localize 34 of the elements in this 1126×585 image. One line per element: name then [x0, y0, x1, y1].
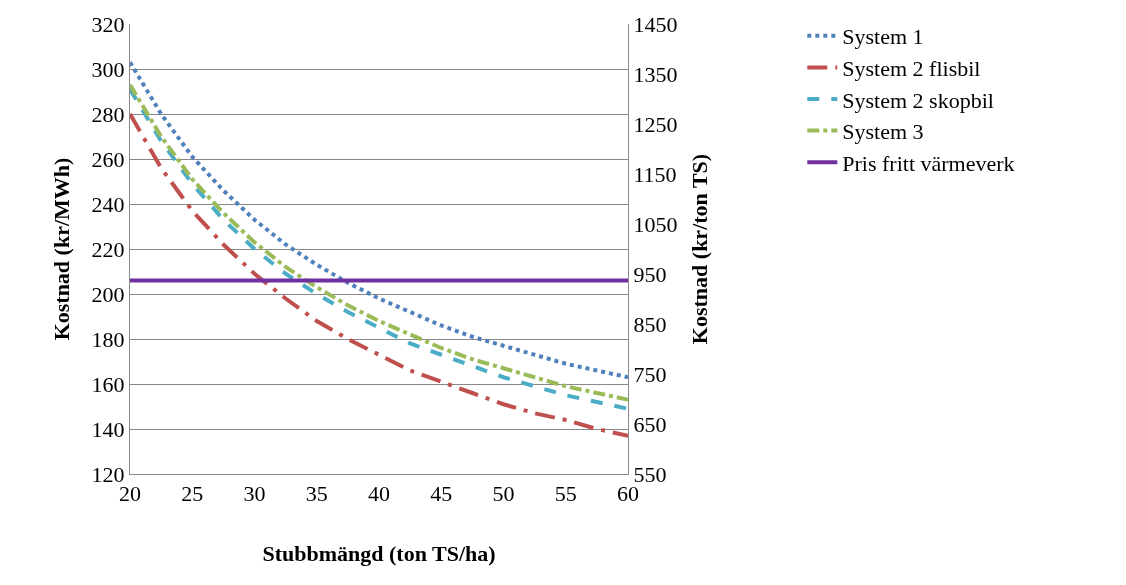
y-tick-label: 300 [91, 56, 125, 82]
legend-label: System 2 flisbil [842, 55, 981, 81]
y-tick-label: 220 [91, 236, 125, 262]
legend-label: System 2 skopbil [842, 87, 994, 113]
x-tick-label: 45 [430, 481, 453, 507]
y2-tick-label: 1150 [633, 161, 677, 187]
y-tick-label: 320 [91, 11, 125, 37]
y-tick-label: 160 [91, 371, 125, 397]
y-tick-label: 240 [91, 191, 125, 217]
x-axis-title: Stubbmängd (ton TS/ha) [262, 541, 496, 567]
legend-label: System 1 [842, 24, 924, 50]
y-tick-label: 280 [91, 101, 125, 127]
x-tick-label: 35 [305, 481, 328, 507]
x-tick-label: 50 [492, 481, 515, 507]
y-tick-label: 180 [91, 326, 125, 352]
y2-tick-label: 1450 [633, 11, 678, 37]
y2-tick-label: 950 [633, 261, 667, 287]
y-tick-label: 140 [91, 416, 125, 442]
y2-tick-label: 650 [633, 411, 667, 437]
y2-tick-label: 750 [633, 361, 667, 387]
x-tick-label: 40 [368, 481, 390, 507]
y2-tick-label: 1250 [633, 111, 678, 137]
x-tick-label: 30 [243, 481, 266, 507]
y-tick-label: 200 [91, 281, 125, 307]
y2-tick-label: 1050 [633, 211, 678, 237]
y-tick-label: 260 [91, 146, 125, 172]
x-tick-label: 25 [181, 481, 204, 507]
y2-axis-title: Kostnad (kr/ton TS) [687, 153, 713, 345]
x-tick-label: 55 [554, 481, 577, 507]
y2-tick-label: 850 [633, 311, 667, 337]
legend-label: System 3 [842, 119, 924, 145]
y2-tick-label: 1350 [633, 61, 678, 87]
legend-label: Pris fritt värmeverk [842, 150, 1015, 176]
y-axis-title: Kostnad (kr/MWh) [49, 157, 75, 341]
